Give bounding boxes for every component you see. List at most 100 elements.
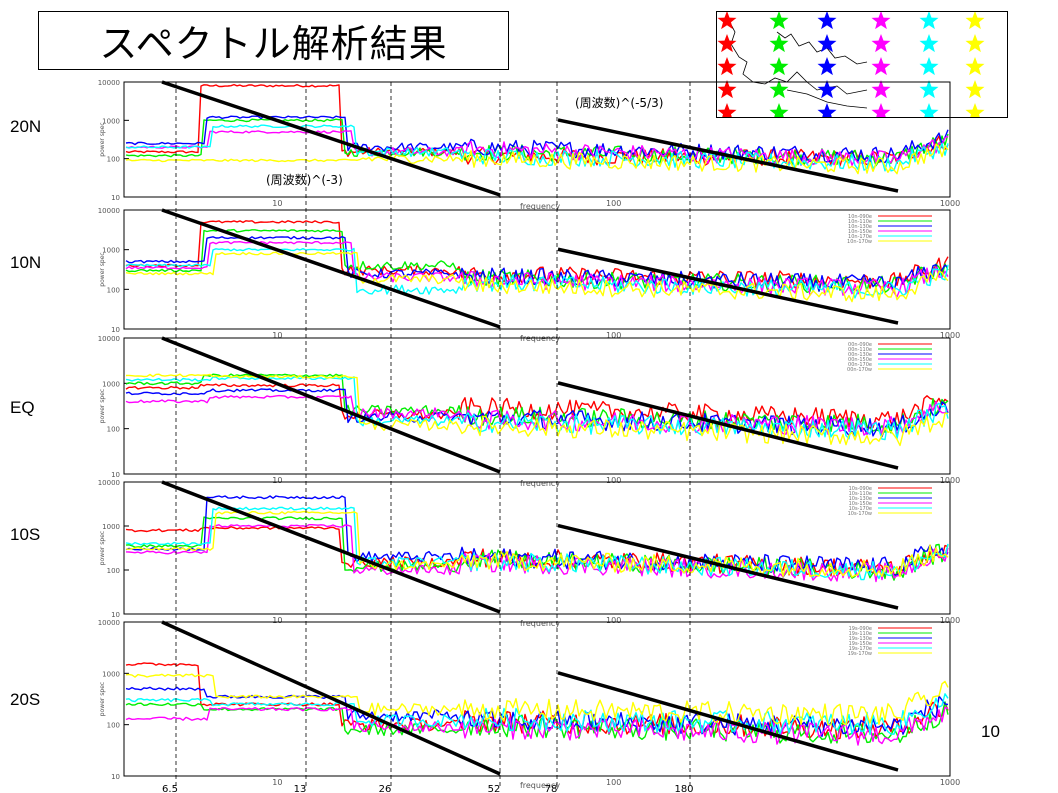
y-tick-label: 1000: [102, 117, 120, 125]
series-line: [125, 693, 949, 736]
period-label: 13: [294, 784, 307, 793]
star-icon: [817, 103, 837, 117]
x-tick-label: 1000: [940, 199, 960, 208]
panel-frame: [123, 81, 951, 198]
star-icon: [769, 103, 789, 117]
star-icon: [717, 103, 737, 117]
y-tick-label: 1000: [102, 247, 120, 255]
x-tick-label: 1000: [940, 331, 960, 340]
x-tick-label: 10: [272, 616, 282, 625]
star-icon: [769, 57, 789, 76]
star-icon: [769, 12, 789, 30]
x-tick-label: 1000: [940, 616, 960, 625]
station-map-legend: [716, 11, 1008, 118]
star-icon: [871, 103, 891, 117]
star-icon: [817, 34, 837, 53]
legend-entry-label: 19s-130e: [849, 636, 872, 642]
x-tick-label: 100: [606, 199, 621, 208]
trend-line-high: [557, 118, 899, 193]
series-line: [125, 495, 949, 576]
series-line: [125, 686, 949, 738]
star-icon: [717, 57, 737, 76]
x-axis-label: frequency: [520, 202, 560, 211]
trend-line-high: [557, 523, 899, 610]
series-line: [125, 247, 949, 299]
panel-eq: 10000 1000 100 10 power spec 10 100 1000 frequen…: [98, 335, 960, 488]
star-icon: [965, 57, 985, 76]
y-tick-label: 10000: [98, 479, 120, 487]
star-icon: [871, 80, 891, 99]
x-axis-label: frequency: [520, 619, 560, 628]
series-line: [125, 706, 949, 746]
star-icon: [769, 34, 789, 53]
y-axis-label: power spec: [99, 389, 106, 423]
slope-annotation-high: (周波数)^(-5/3): [575, 95, 663, 110]
y-axis-label: power spec: [99, 252, 106, 286]
trend-line-high: [557, 381, 899, 470]
legend-entry-label: 10s-170e: [849, 506, 872, 512]
panel-20s: 10000 1000 100 10 power spec 10 100 1000 frequen…: [98, 619, 960, 790]
star-icon: [871, 34, 891, 53]
x-tick-label: 1000: [940, 778, 960, 787]
series-line: [125, 228, 949, 294]
legend-entry-label: 19s-090e: [849, 626, 872, 632]
page-title: スペクトル解析結果: [99, 22, 448, 66]
period-label: 78: [545, 784, 558, 793]
series-line: [125, 240, 949, 298]
legend-entry-label: 10n-170w: [847, 239, 872, 245]
series-line: [125, 129, 949, 167]
trend-line-high: [557, 247, 899, 325]
legend-entry-label: 19s-110e: [849, 631, 872, 637]
star-icon: [817, 12, 837, 30]
x-tick-label: 10: [272, 199, 282, 208]
y-tick-label: 10000: [98, 335, 120, 343]
legend-entry-label: 10n-150e: [848, 229, 872, 235]
x-tick-label: 100: [606, 331, 621, 340]
period-label: 52: [488, 784, 501, 793]
trend-line-high: [557, 671, 899, 772]
star-icon: [919, 12, 939, 30]
x-tick-label: 100: [606, 476, 621, 485]
row-label-eq: EQ: [10, 398, 35, 417]
x-tick-label: 10: [272, 778, 282, 787]
y-tick-label: 100: [107, 722, 120, 730]
star-icon: [965, 34, 985, 53]
y-axis-label: power spec: [99, 682, 106, 716]
slope-annotation-low: (周波数)^(-3): [266, 172, 343, 187]
y-tick-label: 1000: [102, 523, 120, 531]
page-number: 10: [981, 722, 1000, 741]
legend-entry-label: 10s-130e: [849, 496, 872, 502]
legend-entry-label: 00n-170e: [848, 362, 872, 368]
y-tick-label: 1000: [102, 670, 120, 678]
star-icon: [817, 57, 837, 76]
y-axis-label: power spec: [99, 531, 106, 565]
star-icon: [717, 12, 737, 30]
x-tick-label: 100: [606, 778, 621, 787]
star-icon: [717, 80, 737, 99]
y-tick-label: 10000: [98, 619, 120, 627]
series-line: [125, 506, 949, 581]
y-tick-label: 10: [111, 471, 120, 479]
legend-entry-label: 10n-090e: [848, 214, 872, 220]
legend-entry-label: 10n-130e: [848, 224, 872, 230]
legend-entry-label: 00n-150e: [848, 357, 872, 363]
star-icon: [919, 57, 939, 76]
star-icon: [871, 12, 891, 30]
series-line: [125, 124, 949, 172]
star-icon: [919, 103, 939, 117]
y-tick-label: 100: [107, 426, 120, 434]
panel-frame: [123, 209, 951, 330]
title-box: スペクトル解析結果: [38, 11, 509, 70]
legend-entry-label: 00n-170w: [847, 367, 872, 373]
series-line: [125, 143, 949, 175]
y-tick-label: 100: [107, 286, 120, 294]
legend-entry-label: 10s-170w: [848, 511, 872, 517]
legend-entry-label: 19s-170e: [849, 646, 872, 652]
legend-entry-label: 10s-110e: [849, 491, 872, 497]
star-icon: [871, 57, 891, 76]
series-line: [125, 251, 949, 303]
legend-entry-label: 00n-090e: [848, 342, 872, 348]
x-axis-label: frequency: [520, 479, 560, 488]
